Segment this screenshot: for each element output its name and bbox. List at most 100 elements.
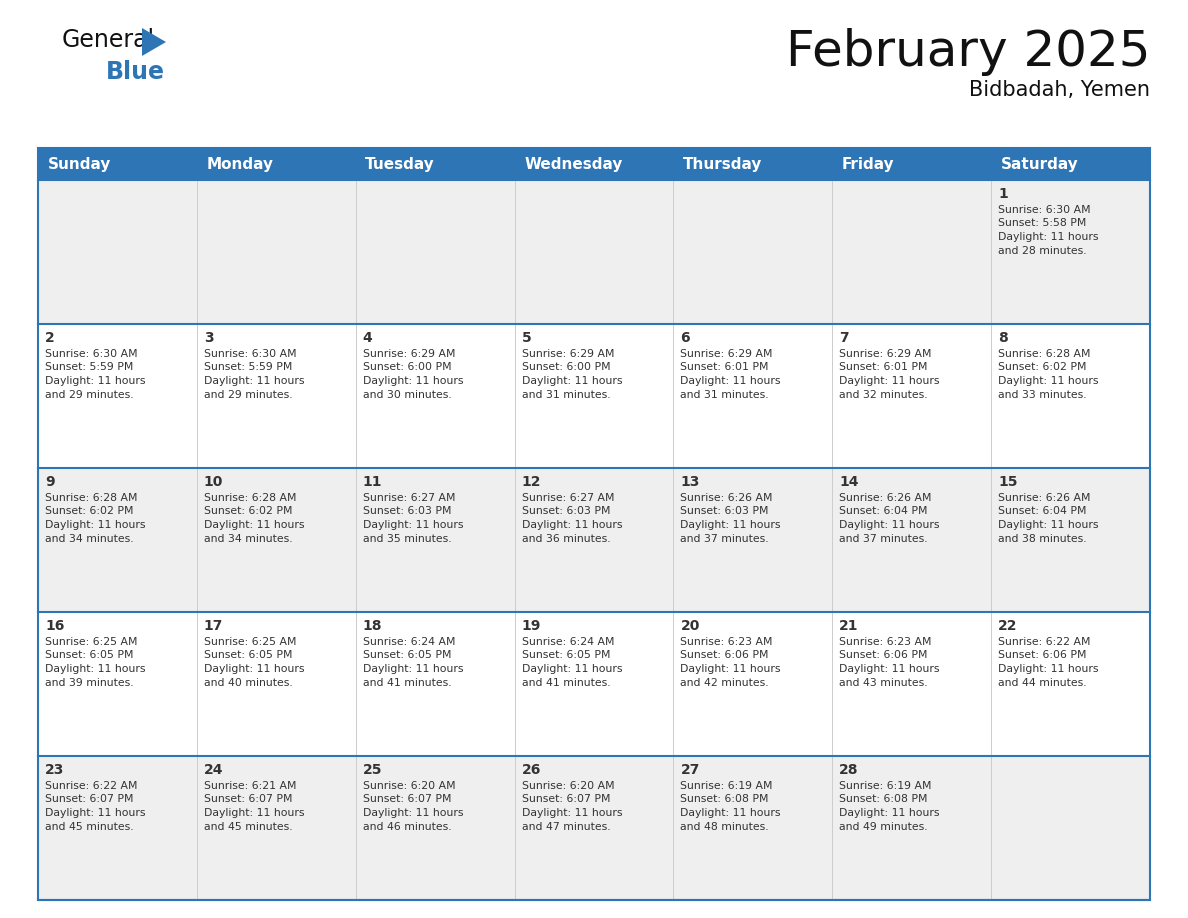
- Text: 4: 4: [362, 331, 373, 345]
- Text: Sunset: 6:03 PM: Sunset: 6:03 PM: [522, 507, 611, 517]
- Text: Sunrise: 6:21 AM: Sunrise: 6:21 AM: [204, 781, 296, 791]
- Text: 21: 21: [839, 619, 859, 633]
- Text: and 41 minutes.: and 41 minutes.: [522, 677, 611, 688]
- Text: Daylight: 11 hours: Daylight: 11 hours: [45, 664, 145, 674]
- Text: Sunrise: 6:28 AM: Sunrise: 6:28 AM: [45, 493, 138, 503]
- Text: 18: 18: [362, 619, 383, 633]
- Text: 1: 1: [998, 187, 1007, 201]
- Bar: [38, 612, 1150, 756]
- Text: Daylight: 11 hours: Daylight: 11 hours: [362, 664, 463, 674]
- Text: Sunrise: 6:29 AM: Sunrise: 6:29 AM: [839, 349, 931, 359]
- Text: Sunset: 6:01 PM: Sunset: 6:01 PM: [681, 363, 769, 373]
- Text: and 42 minutes.: and 42 minutes.: [681, 677, 769, 688]
- Text: Sunset: 6:04 PM: Sunset: 6:04 PM: [998, 507, 1087, 517]
- Text: Daylight: 11 hours: Daylight: 11 hours: [45, 808, 145, 818]
- Text: Daylight: 11 hours: Daylight: 11 hours: [45, 376, 145, 386]
- Text: 13: 13: [681, 475, 700, 489]
- Text: Daylight: 11 hours: Daylight: 11 hours: [362, 808, 463, 818]
- Text: Sunset: 6:05 PM: Sunset: 6:05 PM: [45, 651, 133, 660]
- Text: and 28 minutes.: and 28 minutes.: [998, 245, 1087, 255]
- Text: and 47 minutes.: and 47 minutes.: [522, 822, 611, 832]
- Text: Sunrise: 6:23 AM: Sunrise: 6:23 AM: [839, 637, 931, 647]
- Text: Daylight: 11 hours: Daylight: 11 hours: [839, 808, 940, 818]
- Text: and 34 minutes.: and 34 minutes.: [45, 533, 133, 543]
- Text: Sunrise: 6:22 AM: Sunrise: 6:22 AM: [45, 781, 138, 791]
- Text: Daylight: 11 hours: Daylight: 11 hours: [204, 808, 304, 818]
- Text: Daylight: 11 hours: Daylight: 11 hours: [681, 664, 781, 674]
- Bar: [38, 324, 1150, 468]
- Text: Daylight: 11 hours: Daylight: 11 hours: [839, 376, 940, 386]
- Text: 22: 22: [998, 619, 1018, 633]
- Text: and 33 minutes.: and 33 minutes.: [998, 389, 1087, 399]
- Text: Sunrise: 6:29 AM: Sunrise: 6:29 AM: [681, 349, 773, 359]
- Text: Sunrise: 6:20 AM: Sunrise: 6:20 AM: [362, 781, 455, 791]
- Text: Sunrise: 6:26 AM: Sunrise: 6:26 AM: [681, 493, 773, 503]
- Text: Sunset: 6:02 PM: Sunset: 6:02 PM: [45, 507, 133, 517]
- Text: 28: 28: [839, 763, 859, 777]
- Text: 6: 6: [681, 331, 690, 345]
- Text: and 38 minutes.: and 38 minutes.: [998, 533, 1087, 543]
- Text: Sunset: 6:05 PM: Sunset: 6:05 PM: [362, 651, 451, 660]
- Text: 17: 17: [204, 619, 223, 633]
- Text: Sunrise: 6:28 AM: Sunrise: 6:28 AM: [998, 349, 1091, 359]
- Text: 19: 19: [522, 619, 541, 633]
- Text: and 32 minutes.: and 32 minutes.: [839, 389, 928, 399]
- Text: and 48 minutes.: and 48 minutes.: [681, 822, 769, 832]
- Text: Daylight: 11 hours: Daylight: 11 hours: [522, 808, 623, 818]
- Text: Sunset: 6:02 PM: Sunset: 6:02 PM: [998, 363, 1087, 373]
- Bar: [38, 468, 1150, 612]
- Text: Sunrise: 6:26 AM: Sunrise: 6:26 AM: [839, 493, 931, 503]
- Text: Sunset: 6:07 PM: Sunset: 6:07 PM: [204, 794, 292, 804]
- Text: Sunset: 6:07 PM: Sunset: 6:07 PM: [45, 794, 133, 804]
- Text: and 37 minutes.: and 37 minutes.: [839, 533, 928, 543]
- Text: 7: 7: [839, 331, 849, 345]
- Text: and 35 minutes.: and 35 minutes.: [362, 533, 451, 543]
- Text: Daylight: 11 hours: Daylight: 11 hours: [681, 376, 781, 386]
- Text: Sunset: 6:05 PM: Sunset: 6:05 PM: [522, 651, 611, 660]
- Text: Sunrise: 6:26 AM: Sunrise: 6:26 AM: [998, 493, 1091, 503]
- Text: 24: 24: [204, 763, 223, 777]
- Text: Sunset: 5:59 PM: Sunset: 5:59 PM: [45, 363, 133, 373]
- Text: Sunrise: 6:27 AM: Sunrise: 6:27 AM: [522, 493, 614, 503]
- Text: Daylight: 11 hours: Daylight: 11 hours: [522, 376, 623, 386]
- Text: General: General: [62, 28, 156, 52]
- Text: and 34 minutes.: and 34 minutes.: [204, 533, 292, 543]
- Text: 26: 26: [522, 763, 541, 777]
- Text: Sunrise: 6:24 AM: Sunrise: 6:24 AM: [522, 637, 614, 647]
- Text: 8: 8: [998, 331, 1007, 345]
- Text: 23: 23: [45, 763, 64, 777]
- Text: Monday: Monday: [207, 156, 273, 172]
- Text: 16: 16: [45, 619, 64, 633]
- Text: Daylight: 11 hours: Daylight: 11 hours: [839, 664, 940, 674]
- Text: and 41 minutes.: and 41 minutes.: [362, 677, 451, 688]
- Text: Sunrise: 6:27 AM: Sunrise: 6:27 AM: [362, 493, 455, 503]
- Text: and 29 minutes.: and 29 minutes.: [204, 389, 292, 399]
- Text: Daylight: 11 hours: Daylight: 11 hours: [204, 376, 304, 386]
- Text: Daylight: 11 hours: Daylight: 11 hours: [45, 520, 145, 530]
- Text: Sunset: 6:08 PM: Sunset: 6:08 PM: [681, 794, 769, 804]
- Text: Sunset: 6:08 PM: Sunset: 6:08 PM: [839, 794, 928, 804]
- Text: Sunset: 5:58 PM: Sunset: 5:58 PM: [998, 218, 1087, 229]
- Text: Sunset: 5:59 PM: Sunset: 5:59 PM: [204, 363, 292, 373]
- Text: and 30 minutes.: and 30 minutes.: [362, 389, 451, 399]
- Text: Sunset: 6:07 PM: Sunset: 6:07 PM: [362, 794, 451, 804]
- Text: and 31 minutes.: and 31 minutes.: [681, 389, 769, 399]
- Text: Sunset: 6:06 PM: Sunset: 6:06 PM: [681, 651, 769, 660]
- Text: Blue: Blue: [106, 60, 165, 84]
- Text: Sunrise: 6:30 AM: Sunrise: 6:30 AM: [998, 205, 1091, 215]
- Text: Bidbadah, Yemen: Bidbadah, Yemen: [969, 80, 1150, 100]
- Text: Daylight: 11 hours: Daylight: 11 hours: [522, 664, 623, 674]
- Text: Sunset: 6:01 PM: Sunset: 6:01 PM: [839, 363, 928, 373]
- Text: Sunrise: 6:25 AM: Sunrise: 6:25 AM: [204, 637, 296, 647]
- Text: Sunset: 6:03 PM: Sunset: 6:03 PM: [681, 507, 769, 517]
- Text: Daylight: 11 hours: Daylight: 11 hours: [204, 664, 304, 674]
- Text: Sunset: 6:04 PM: Sunset: 6:04 PM: [839, 507, 928, 517]
- Text: and 36 minutes.: and 36 minutes.: [522, 533, 611, 543]
- Polygon shape: [143, 28, 166, 56]
- Text: Saturday: Saturday: [1000, 156, 1079, 172]
- Text: Sunrise: 6:30 AM: Sunrise: 6:30 AM: [45, 349, 138, 359]
- Text: Thursday: Thursday: [683, 156, 763, 172]
- Text: 10: 10: [204, 475, 223, 489]
- Text: 20: 20: [681, 619, 700, 633]
- Text: Sunset: 6:05 PM: Sunset: 6:05 PM: [204, 651, 292, 660]
